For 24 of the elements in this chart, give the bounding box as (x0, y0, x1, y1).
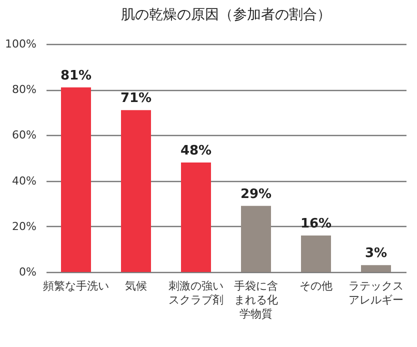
bar (181, 162, 211, 272)
bar (121, 110, 151, 272)
x-tick-label: ラテックスアレルギー (348, 280, 404, 306)
x-tick-label: その他 (300, 280, 332, 292)
x-tick-label: 頻繁な手洗い (43, 280, 109, 292)
x-tick-label: 手袋に含まれる化学物質 (234, 280, 278, 320)
bar (241, 206, 271, 272)
y-tick-label: 40% (12, 174, 36, 188)
y-tick-label: 60% (12, 128, 36, 142)
data-label: 48% (180, 144, 212, 159)
data-label: 29% (240, 186, 272, 202)
bar (361, 265, 391, 272)
y-tick-label: 20% (12, 220, 36, 233)
y-tick-label: 80% (12, 83, 36, 96)
y-tick-label: 100% (5, 38, 36, 50)
y-tick-label: 0% (19, 266, 36, 278)
x-tick-label: 気候 (125, 280, 147, 292)
x-tick-label: 刺激の強いスクラブ剤 (168, 280, 224, 306)
data-label: 81% (60, 68, 92, 84)
data-label: 3% (364, 246, 388, 262)
chart-title: 肌の乾燥の原因（参加者の割合） (121, 7, 331, 23)
data-label: 71% (120, 91, 152, 106)
bar (61, 87, 91, 272)
bar (301, 236, 331, 272)
